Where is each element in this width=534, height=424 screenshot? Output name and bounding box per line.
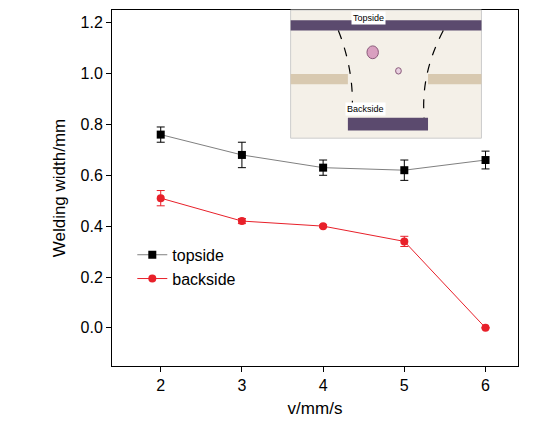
svg-text:topside: topside (172, 247, 224, 264)
svg-text:1.2: 1.2 (81, 14, 103, 31)
svg-text:Backside: Backside (347, 104, 384, 114)
svg-text:backside: backside (172, 271, 235, 288)
svg-text:0.8: 0.8 (81, 116, 103, 133)
svg-text:v/mm/s: v/mm/s (288, 399, 343, 418)
svg-text:3: 3 (237, 377, 246, 394)
svg-text:0.2: 0.2 (81, 269, 103, 286)
svg-text:6: 6 (481, 377, 490, 394)
svg-text:0.4: 0.4 (81, 218, 103, 235)
svg-text:Topside: Topside (353, 13, 384, 23)
svg-text:0.0: 0.0 (81, 319, 103, 336)
svg-text:2: 2 (156, 377, 165, 394)
svg-text:1.0: 1.0 (81, 65, 103, 82)
svg-text:Welding width/mm: Welding width/mm (50, 119, 69, 258)
svg-text:5: 5 (400, 377, 409, 394)
svg-text:4: 4 (319, 377, 328, 394)
svg-text:0.6: 0.6 (81, 167, 103, 184)
